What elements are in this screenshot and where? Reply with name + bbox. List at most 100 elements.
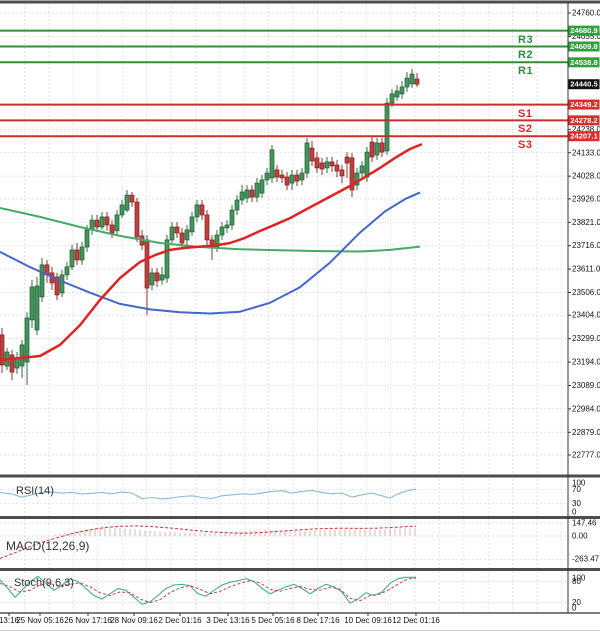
candle-down: [319, 162, 325, 170]
x-axis-label: 13:16: [0, 616, 20, 625]
price-tick-label: 23716.0: [572, 241, 600, 250]
candle-down: [199, 204, 205, 216]
x-axis-label: 12 Dec 01:16: [392, 616, 440, 625]
ma-slow-line: [0, 207, 421, 253]
rsi-axis-label: 0: [572, 508, 577, 517]
candle-down: [94, 219, 100, 228]
price-tick-label: 22777.0: [572, 451, 600, 460]
candle-down: [174, 226, 180, 234]
price-tick-label: 24028.0: [572, 172, 600, 181]
candle-up: [189, 216, 195, 233]
x-axis-label: 8 Dec 17:16: [296, 616, 340, 625]
price-tick-label: 23506.0: [572, 288, 600, 297]
candle-down: [249, 189, 255, 198]
candle-up: [34, 285, 40, 331]
macd-axis-label: 147.46: [572, 519, 597, 528]
candle-up: [79, 246, 85, 261]
candle-up: [119, 204, 125, 216]
candle-up: [184, 229, 190, 241]
price-tick-label: 23926.0: [572, 194, 600, 203]
stoch-axis-label: 80: [572, 577, 581, 586]
candle-down: [134, 201, 140, 238]
candle-up: [69, 249, 75, 268]
candle-up: [164, 239, 170, 279]
x-axis-label: 3 Dec 13:16: [206, 616, 250, 625]
candle-down: [309, 147, 315, 162]
candle-up: [359, 165, 365, 174]
panel-separator: [0, 568, 600, 571]
panel-separator: [0, 0, 600, 4]
candle-up: [409, 73, 415, 85]
price-tick-label: 23089.0: [572, 381, 600, 390]
candle-down: [109, 224, 115, 234]
resistance-label-r3: R3: [518, 33, 534, 46]
candle-down: [369, 141, 375, 158]
x-axis-label: 2 Dec 01:16: [158, 616, 202, 625]
candle-up: [354, 172, 360, 186]
candle-up: [224, 224, 230, 229]
candle-down: [344, 156, 350, 164]
candle-up: [194, 204, 200, 218]
candle-up: [114, 214, 120, 232]
candle-down: [9, 354, 15, 373]
candle-up: [404, 77, 410, 88]
ma-fast-line: [0, 142, 423, 362]
x-axis-label: 5 Dec 05:16: [251, 616, 295, 625]
stoch-d-line: [0, 577, 417, 604]
price-tick-label: 24655.0: [572, 32, 600, 41]
candle-up: [99, 216, 105, 228]
candle-down: [54, 276, 60, 296]
candle-up: [299, 172, 305, 181]
rsi-line: [0, 488, 417, 500]
candle-down: [204, 214, 210, 241]
resistance-badge: [568, 41, 600, 52]
candle-up: [364, 151, 370, 178]
candle-up: [159, 274, 165, 281]
candle-up: [239, 191, 245, 201]
candle-up: [19, 344, 25, 367]
candle-down: [379, 142, 385, 153]
resistance-badge-label: 24680.9: [570, 26, 597, 35]
candle-down: [129, 194, 135, 203]
last-price-badge-label: 24440.5: [570, 80, 598, 89]
candle-up: [259, 179, 265, 194]
candle-down: [279, 174, 285, 179]
candle-down: [294, 174, 300, 182]
candle-up: [169, 226, 175, 241]
x-axis-label: 28 Nov 09:16: [110, 616, 158, 625]
price-tick-label: 23821.0: [572, 218, 600, 227]
candle-up: [244, 189, 250, 199]
candle-down: [0, 334, 5, 366]
candle-up: [149, 272, 155, 286]
resistance-badge-label: 24609.8: [570, 42, 597, 51]
price-tick-label: 23611.0: [572, 265, 600, 274]
candle-up: [29, 286, 35, 321]
stoch-axis-label: 0: [572, 604, 577, 613]
x-axis-label: 26 Nov 17:16: [64, 616, 112, 625]
ma-medium-line: [0, 191, 421, 315]
support-label-s3: S3: [518, 139, 533, 152]
resistance-label-r2: R2: [518, 49, 534, 62]
price-tick-label: 24133.0: [572, 148, 600, 157]
stoch-panel-label: Stoch(9,6,3): [14, 577, 74, 589]
candle-down: [144, 239, 150, 289]
x-axis-label: 25 Nov 05:16: [16, 616, 64, 625]
price-tick-label: 24760.0: [572, 9, 600, 18]
support-badge: [568, 115, 600, 126]
macd-axis-label: -263.47: [572, 555, 600, 564]
support-badge-label: 24207.1: [570, 132, 598, 141]
candle-down: [334, 164, 340, 172]
support-badge: [568, 99, 600, 110]
rsi-axis-label: 100: [572, 479, 586, 488]
panel-separator: [0, 516, 600, 519]
candle-down: [329, 161, 335, 167]
price-tick-label: 22879.0: [572, 428, 600, 437]
price-tick-label: 23404.0: [572, 311, 600, 320]
candle-up: [39, 264, 45, 298]
resistance-label-r1: R1: [518, 65, 534, 78]
price-tick-label: 22984.0: [572, 404, 600, 413]
candle-down: [179, 232, 185, 244]
panel-separator: [0, 474, 600, 478]
